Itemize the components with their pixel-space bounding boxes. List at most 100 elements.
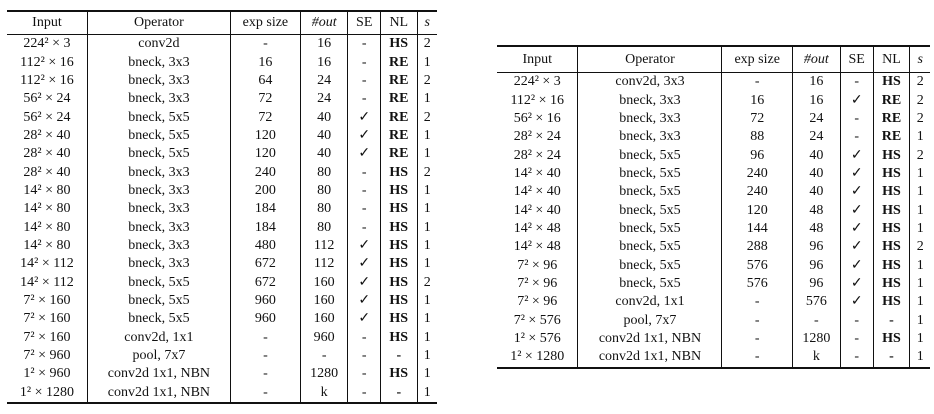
cell-input: 14² × 112: [20, 274, 74, 290]
cell-out: 112: [299, 255, 348, 274]
cell-operator: bneck, 5x5: [577, 164, 722, 184]
cell-exp-size: -: [229, 365, 301, 384]
table-row: 14² × 40 bneck, 5x5 240 40 ✓ HS 1: [497, 164, 930, 184]
cell-nl: RE: [380, 126, 418, 146]
table-row: 224² × 3 conv2d -16- HS 2: [7, 34, 437, 54]
cell-nl: -: [380, 346, 418, 366]
cell-out: 160: [299, 273, 348, 292]
cell-input: 112² × 16: [510, 92, 565, 108]
cell-operator: pool, 7x7: [577, 311, 722, 330]
cell-nl: HS: [380, 163, 418, 182]
table-row: 1² × 1280 conv2d 1x1, NBN - k - -1: [497, 348, 930, 368]
cell-input: 112² × 16: [20, 54, 74, 70]
cell-exp-size: 88: [721, 128, 793, 147]
cell-exp-size: 960: [229, 310, 301, 329]
cell-operator: bneck, 3x3: [577, 109, 722, 129]
cell-input: 14² × 80: [23, 219, 71, 235]
cell-operator: conv2d 1x1, NBN: [577, 329, 722, 349]
cell-input: 7² × 160: [23, 292, 71, 308]
cell-input: 14² × 80: [23, 182, 71, 198]
cell-stride: 1: [909, 128, 930, 147]
cell-operator: bneck, 3x3: [86, 255, 231, 274]
cell-operator: bneck, 3x3: [577, 91, 722, 110]
cell-exp-size: 120: [229, 126, 301, 146]
cell-exp-size: 576: [721, 256, 793, 275]
cell-nl: RE: [380, 53, 418, 72]
cell-se: ✓: [839, 164, 874, 184]
cell-nl: -: [872, 311, 910, 330]
cell-se: ✓: [839, 146, 874, 165]
cell-input: 14² × 40: [513, 165, 561, 181]
cell-out: 24: [791, 109, 841, 129]
cell-operator: pool, 7x7: [86, 346, 231, 366]
table-row: 7² × 160 conv2d, 1x1-960- HS 1: [7, 328, 437, 347]
cell-out: 16: [299, 34, 348, 54]
cell-exp-size: -: [721, 329, 793, 349]
table-row: 7² × 576 pool, 7x7- - - -1: [497, 311, 930, 330]
cell-out: 40: [299, 126, 348, 146]
table-row: 7² × 160 bneck, 5x5 960 160 ✓ HS 1: [7, 310, 437, 329]
table-row: 14² × 80 bneck, 3x3 480 112 ✓ HS 1: [7, 236, 437, 256]
cell-stride: 1: [909, 274, 930, 294]
cell-out: -: [791, 311, 841, 330]
cell-stride: 2: [909, 109, 930, 129]
cell-stride: 1: [416, 291, 437, 311]
cell-exp-size: -: [229, 383, 301, 403]
table-row: 14² × 48 bneck, 5x5 288 96 ✓ HS 2: [497, 238, 930, 257]
cell-exp-size: 576: [721, 274, 793, 294]
cell-stride: 2: [909, 146, 930, 165]
table-row: 7² × 960 pool, 7x7- - - -1: [7, 346, 437, 366]
cell-se: ✓: [347, 291, 381, 311]
column-header-operator: Operator: [577, 46, 722, 73]
table-row: 112² × 16 bneck, 3x3 16 16- RE 1: [7, 53, 437, 72]
cell-nl: RE: [872, 91, 910, 110]
cell-input: 56² × 16: [513, 110, 561, 126]
cell-out: 80: [299, 200, 348, 219]
cell-stride: 1: [909, 256, 930, 275]
cell-exp-size: 240: [721, 183, 793, 202]
cell-input: 56² × 24: [23, 91, 71, 107]
column-header-input: Input: [522, 51, 553, 67]
cell-operator: bneck, 3x3: [86, 200, 231, 219]
cell-nl: HS: [872, 72, 910, 92]
cell-nl: HS: [380, 365, 418, 384]
cell-exp-size: -: [721, 72, 793, 92]
cell-operator: bneck, 3x3: [86, 53, 231, 72]
cell-out: 40: [299, 145, 348, 164]
cell-nl: HS: [380, 200, 418, 219]
cell-stride: 1: [909, 183, 930, 202]
cell-nl: HS: [380, 236, 418, 256]
cell-out: 160: [299, 291, 348, 311]
cell-out: 1280: [299, 365, 348, 384]
cell-se: ✓: [347, 255, 381, 274]
cell-stride: 1: [909, 311, 930, 330]
cell-se: -: [839, 128, 874, 147]
cell-stride: 1: [909, 201, 930, 220]
cell-input: 7² × 96: [517, 294, 558, 310]
column-header-nl: NL: [872, 46, 910, 73]
header-row: Input Operator exp size #out SE NL s: [497, 46, 930, 73]
cell-se: ✓: [839, 91, 874, 110]
cell-exp-size: 960: [229, 291, 301, 311]
cell-se: ✓: [839, 293, 874, 312]
cell-stride: 1: [909, 348, 930, 368]
cell-out: 80: [299, 181, 348, 201]
table-row: 14² × 48 bneck, 5x5 144 48 ✓ HS 1: [497, 219, 930, 239]
cell-out: 96: [791, 256, 841, 275]
cell-se: -: [839, 72, 874, 92]
table-row: 28² × 24 bneck, 5x5 96 40 ✓ HS 2: [497, 146, 930, 165]
column-header-out: #out: [791, 46, 841, 73]
cell-exp-size: 72: [229, 108, 301, 127]
cell-se: -: [839, 109, 874, 129]
cell-exp-size: 672: [229, 273, 301, 292]
cell-operator: bneck, 3x3: [86, 163, 231, 182]
cell-input: 7² × 96: [517, 257, 558, 273]
cell-stride: 1: [416, 310, 437, 329]
column-header-operator: Operator: [86, 11, 231, 35]
cell-nl: HS: [380, 181, 418, 201]
cell-operator: conv2d, 3x3: [577, 72, 722, 92]
cell-input: 7² × 960: [23, 348, 71, 364]
cell-operator: bneck, 3x3: [86, 218, 231, 237]
cell-nl: HS: [872, 201, 910, 220]
table-row: 28² × 40 bneck, 5x5 120 40 ✓ RE 1: [7, 145, 437, 164]
